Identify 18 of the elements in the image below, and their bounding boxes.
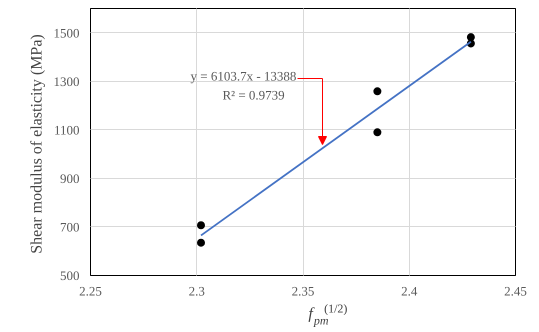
y-axis-title: Shear modulus of elasticity (MPa) <box>28 34 46 254</box>
annotation: R² = 0.9739 <box>222 88 285 102</box>
x-tick-label: 2.45 <box>504 284 527 298</box>
point <box>373 128 382 136</box>
y-tick-label: 900 <box>60 170 80 186</box>
x-tick-label: 2.35 <box>292 284 314 298</box>
y-tick-label: 1500 <box>54 25 80 40</box>
y-tick-label: 700 <box>60 219 80 234</box>
point <box>197 221 205 230</box>
y-tick-label: 1300 <box>54 74 80 89</box>
x-tick-label: 2.4 <box>401 284 418 298</box>
x-tick-label: 2.3 <box>188 284 205 298</box>
point <box>373 87 382 96</box>
x-tick-label: 2.25 <box>79 284 102 298</box>
annotation: y = 6103.7x - 13388 <box>190 68 296 84</box>
y-tick-label: 1100 <box>54 122 80 138</box>
y-tick-label: 500 <box>60 268 80 283</box>
point <box>197 238 205 247</box>
